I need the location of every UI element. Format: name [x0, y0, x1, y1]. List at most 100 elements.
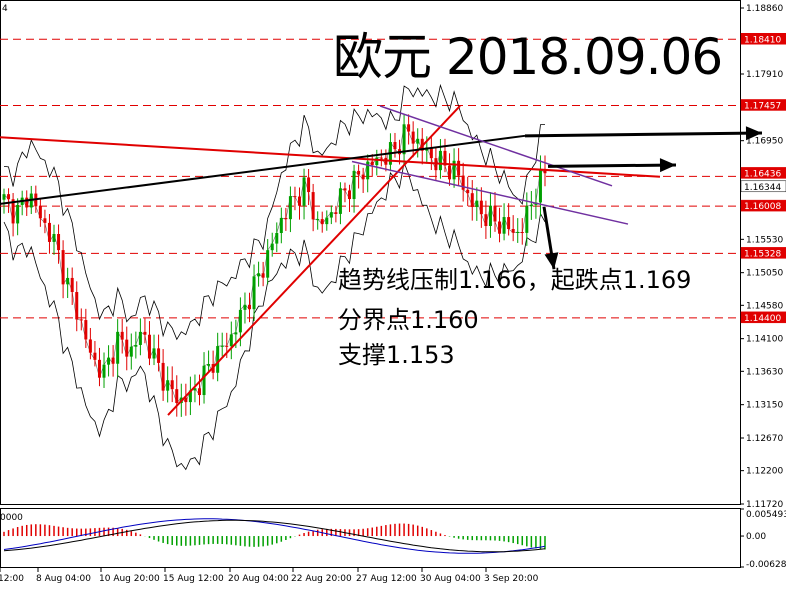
x-tick-label: 12:00	[0, 574, 24, 584]
candle-body	[429, 147, 433, 159]
candle-body	[225, 345, 229, 347]
candle-body	[175, 389, 179, 404]
x-tick-label: 3 Sep 20:00	[484, 574, 539, 584]
macd-y-tick-label: -0.006287	[746, 560, 786, 570]
x-tick-label: 15 Aug 12:00	[163, 574, 224, 584]
candle-body	[2, 194, 6, 200]
candle-body	[252, 276, 256, 310]
candle-body	[97, 359, 101, 378]
main-pane-frame	[0, 0, 741, 505]
candle-body	[302, 177, 306, 206]
candle-body	[520, 231, 524, 233]
candle-body	[493, 205, 497, 222]
candle-body	[511, 228, 515, 233]
candle-body	[320, 219, 324, 225]
candle-body	[84, 320, 88, 340]
macd-pane-frame	[0, 508, 741, 568]
candle-body	[188, 390, 192, 403]
annotation-pivot: 分界点1.160	[338, 306, 479, 334]
candle-body	[393, 142, 397, 150]
candle-body	[75, 292, 79, 320]
candle-body	[307, 177, 311, 193]
corner-label: 4	[2, 4, 8, 14]
y-tick-label: 1.13150	[746, 401, 783, 411]
candle-body	[129, 346, 133, 357]
candle-body	[343, 188, 347, 191]
candle-body	[348, 190, 352, 200]
candle-body	[238, 309, 242, 333]
candle-body	[52, 234, 56, 242]
chart-title: 欧元 2018.09.06	[333, 28, 723, 86]
candle-body	[111, 357, 115, 364]
candle-body	[443, 150, 447, 166]
candle-body	[25, 197, 29, 208]
candle-body	[461, 175, 465, 190]
price-label-box	[740, 99, 786, 111]
candle-body	[102, 364, 106, 378]
x-tick-label: 8 Aug 04:00	[36, 574, 91, 584]
candle-body	[311, 192, 315, 220]
candle-body	[370, 161, 374, 166]
x-tick-label: 22 Aug 20:00	[291, 574, 352, 584]
red-descending-trendline	[0, 136, 661, 178]
price-label-box	[740, 311, 786, 324]
candle-body	[475, 200, 479, 208]
y-tick-label: 1.12200	[746, 467, 783, 477]
candle-body	[93, 352, 97, 360]
candle-body	[38, 206, 42, 219]
candle-body	[293, 196, 297, 198]
candle-body	[43, 218, 47, 223]
candle-body	[357, 170, 361, 175]
candle-body	[261, 273, 265, 278]
candle-body	[488, 205, 492, 226]
candle-body	[407, 124, 411, 132]
candle-body	[207, 364, 211, 366]
red-ascending-trendline	[167, 105, 461, 416]
y-tick-label: 1.15530	[746, 235, 783, 245]
price-label: 1.16008	[744, 202, 781, 212]
candle-body	[375, 157, 379, 166]
candle-body	[516, 231, 520, 233]
candle-body	[66, 277, 70, 285]
y-tick-label: 1.14100	[746, 335, 783, 345]
candle-body	[479, 200, 483, 215]
candle-body	[329, 212, 333, 218]
candle-body	[47, 222, 51, 242]
lower-band	[3, 161, 546, 471]
price-label: 1.16436	[744, 169, 781, 179]
candle-body	[157, 348, 161, 363]
x-tick-label: 27 Aug 12:00	[356, 574, 417, 584]
y-tick-label: 1.15050	[746, 269, 783, 279]
upper-band	[3, 83, 545, 341]
candle-body	[11, 199, 15, 224]
candle-body	[116, 331, 120, 364]
arrow-right-middle-head	[659, 158, 676, 173]
macd-left-label: 0000	[0, 513, 23, 523]
candle-body	[275, 232, 279, 244]
price-label: 1.15328	[744, 249, 781, 259]
candle-body	[193, 388, 197, 391]
candle-body	[279, 217, 283, 233]
candle-body	[234, 332, 238, 335]
candle-body	[120, 331, 124, 340]
price-label: 1.17457	[744, 101, 781, 111]
candle-body	[161, 362, 165, 391]
candle-body	[202, 365, 206, 396]
candle-body	[220, 345, 224, 347]
candle-body	[125, 339, 129, 357]
candle-body	[88, 339, 92, 353]
candle-body	[352, 170, 356, 200]
price-label-box	[740, 33, 786, 45]
candle-body	[197, 388, 201, 396]
channel-lower-line	[351, 160, 629, 225]
annotation-support: 支撑1.153	[338, 341, 455, 369]
candle-body	[438, 150, 442, 171]
candle-body	[452, 160, 456, 180]
candle-body	[484, 214, 488, 226]
y-tick-label: 1.16950	[746, 137, 783, 147]
candle-body	[525, 206, 529, 233]
candle-body	[184, 397, 188, 403]
candle-body	[334, 212, 338, 214]
candle-body	[379, 157, 383, 159]
